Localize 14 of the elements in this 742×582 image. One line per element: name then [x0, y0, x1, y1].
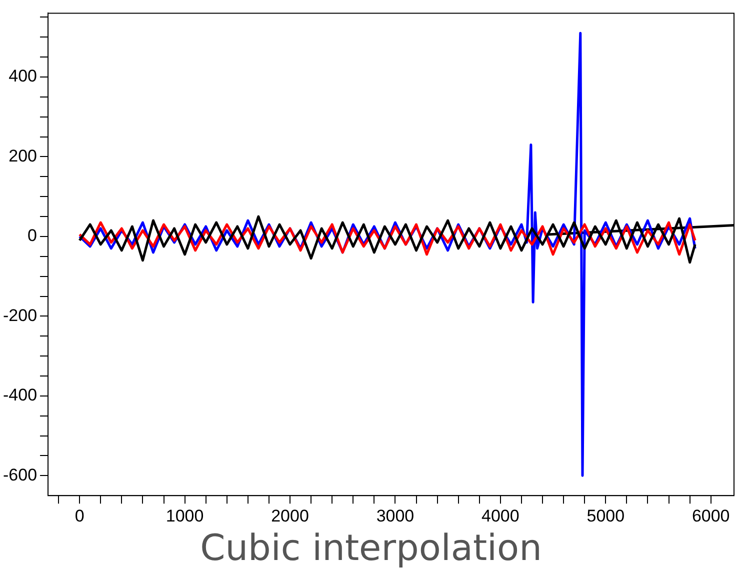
text: Cubic interpolation	[199, 528, 543, 569]
x-tick-label: 2000	[271, 506, 309, 526]
y-tick-label: -600	[2, 465, 38, 484]
x-tick-label: 0	[74, 506, 84, 526]
y-tick-label: -200	[2, 306, 38, 325]
y-tick-label: 400	[8, 66, 38, 86]
x-tick-label: 1000	[166, 506, 204, 526]
x-tick-label: 6000	[692, 506, 730, 526]
y-tick-label: -400	[2, 386, 38, 405]
x-tick-label: 4000	[482, 506, 520, 526]
x-tick-label: 3000	[376, 506, 414, 526]
y-tick-label: 0	[28, 226, 38, 246]
y-tick-label: 200	[8, 146, 38, 166]
x-tick-label: 5000	[586, 506, 625, 526]
